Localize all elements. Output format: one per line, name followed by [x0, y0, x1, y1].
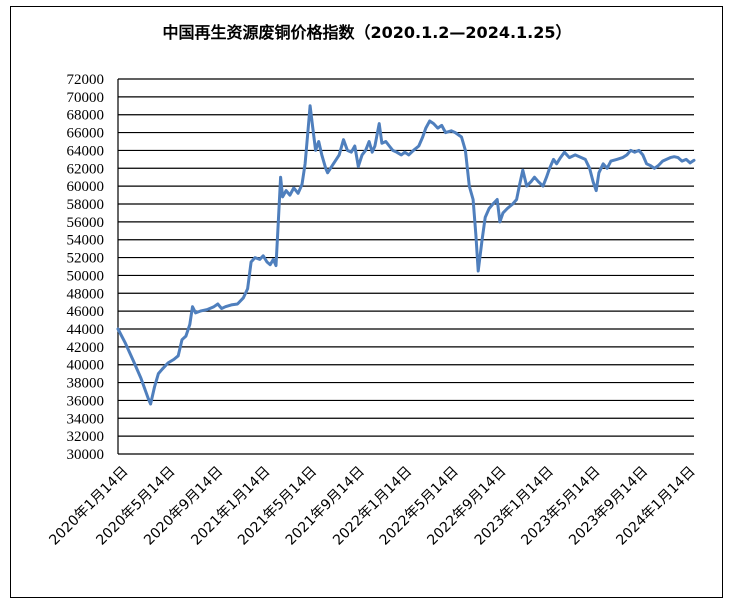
y-tick-label: 68000 — [67, 108, 105, 124]
y-tick-label: 46000 — [67, 304, 105, 320]
grid — [118, 78, 694, 455]
y-tick-label: 70000 — [67, 90, 105, 106]
x-tick: 2022年5月14日 — [377, 464, 462, 549]
x-tick-label: 2020年1月14日 — [46, 464, 131, 549]
y-tick-label: 56000 — [67, 215, 105, 231]
y-tick-label: 38000 — [67, 376, 105, 392]
y-tick-label: 48000 — [67, 286, 105, 302]
y-tick-label: 32000 — [67, 429, 105, 445]
y-tick-label: 60000 — [67, 179, 105, 195]
y-tick-label: 58000 — [67, 197, 105, 213]
y-tick-label: 52000 — [67, 251, 105, 267]
y-tick-label: 36000 — [67, 393, 105, 409]
series-line-0 — [116, 104, 696, 406]
y-tick-label: 42000 — [67, 340, 105, 356]
series-layer — [116, 104, 696, 406]
x-tick-label: 2021年5月14日 — [235, 464, 320, 549]
x-tick-label: 2022年5月14日 — [377, 464, 462, 549]
x-tick: 2021年5月14日 — [235, 464, 320, 549]
y-tick-label: 30000 — [67, 447, 105, 463]
x-tick-label: 2023年5月14日 — [518, 464, 603, 549]
x-tick: 2023年5月14日 — [518, 464, 603, 549]
y-tick-label: 40000 — [67, 358, 105, 374]
y-tick-label: 34000 — [67, 411, 105, 427]
chart-frame — [10, 6, 723, 598]
y-tick-label: 66000 — [67, 126, 105, 142]
x-tick-labels: 2020年1月14日2020年5月14日2020年9月14日2021年1月14日… — [46, 464, 698, 549]
y-tick-label: 50000 — [67, 268, 105, 284]
y-tick-label: 54000 — [67, 233, 105, 249]
y-tick-label: 64000 — [67, 143, 105, 159]
x-tick: 2020年1月14日 — [46, 464, 131, 549]
chart-title: 中国再生资源废铜价格指数（2020.1.2—2024.1.25） — [162, 23, 571, 42]
y-tick-label: 72000 — [67, 72, 105, 88]
y-tick-label: 62000 — [67, 161, 105, 177]
y-tick-label: 44000 — [67, 322, 105, 338]
